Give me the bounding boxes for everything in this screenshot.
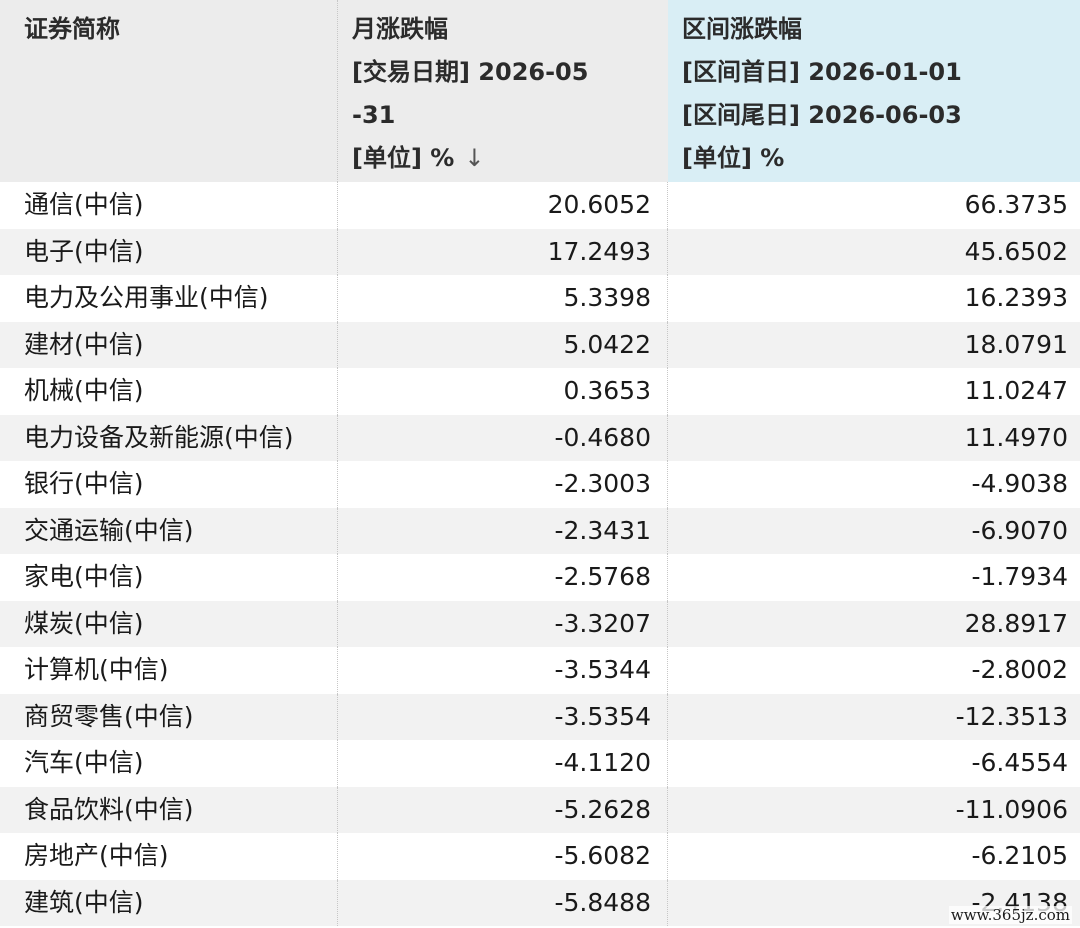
range-change-cell: -12.3513 bbox=[955, 701, 1068, 731]
security-name-cell: 电力及公用事业(中信) bbox=[0, 275, 338, 322]
range-change-cell: 11.0247 bbox=[964, 376, 1068, 405]
table-body: 通信(中信) 20.6052 66.3735 电子(中信) 17.2493 45.6502… bbox=[0, 182, 1080, 926]
range-change-cell: 28.8917 bbox=[964, 608, 1068, 638]
range-change-cell: 66.3735 bbox=[964, 190, 1068, 219]
table-row[interactable]: 建筑(中信) -5.8488 -2.4138 bbox=[0, 879, 1080, 926]
header-trade-date: [交易日期] 2026-05 bbox=[352, 58, 589, 86]
security-name-cell: 电力设备及新能源(中信) bbox=[0, 414, 338, 461]
table-row[interactable]: 商贸零售(中信) -3.5354 -12.3513 bbox=[0, 693, 1080, 740]
table-row[interactable]: 银行(中信) -2.3003 -4.9038 bbox=[0, 461, 1080, 508]
range-change-cell: 18.0791 bbox=[964, 329, 1068, 359]
table-row[interactable]: 交通运输(中信) -2.3431 -6.9070 bbox=[0, 507, 1080, 554]
table-row[interactable]: 电力设备及新能源(中信) -0.4680 11.4970 bbox=[0, 414, 1080, 461]
monthly-change-cell: -5.6082 bbox=[338, 833, 668, 880]
security-name-cell: 食品饮料(中信) bbox=[0, 786, 338, 833]
monthly-change-cell: -2.3003 bbox=[338, 461, 668, 508]
monthly-change-cell: -5.2628 bbox=[338, 786, 668, 833]
header-trade-date-cont: -31 bbox=[352, 101, 396, 129]
header-range-end: [区间尾日] 2026-06-03 bbox=[682, 101, 962, 129]
table-row[interactable]: 食品饮料(中信) -5.2628 -11.0906 bbox=[0, 786, 1080, 833]
security-name-cell: 家电(中信) bbox=[0, 554, 338, 601]
monthly-change-cell: -5.8488 bbox=[338, 879, 668, 926]
monthly-change-cell: 5.0422 bbox=[338, 321, 668, 368]
table-row[interactable]: 家电(中信) -2.5768 -1.7934 bbox=[0, 554, 1080, 601]
monthly-change-cell: -4.1120 bbox=[338, 740, 668, 787]
range-change-cell: 16.2393 bbox=[964, 283, 1068, 312]
header-monthly-change[interactable]: 月涨跌幅 [交易日期] 2026-05 -31 [单位] % ↓ bbox=[338, 0, 668, 182]
security-name-cell: 商贸零售(中信) bbox=[0, 693, 338, 740]
monthly-change-cell: 20.6052 bbox=[338, 182, 668, 229]
security-name-cell: 电子(中信) bbox=[0, 228, 338, 275]
table-row[interactable]: 房地产(中信) -5.6082 -6.2105 bbox=[0, 833, 1080, 880]
range-change-cell: -6.9070 bbox=[971, 515, 1069, 545]
table-row[interactable]: 机械(中信) 0.3653 11.0247 bbox=[0, 368, 1080, 415]
table-header: 证券简称 月涨跌幅 [交易日期] 2026-05 -31 [单位] % ↓ 区间涨… bbox=[0, 0, 1080, 182]
header-label: 月涨跌幅 bbox=[352, 15, 448, 43]
range-change-cell: -6.2105 bbox=[971, 841, 1069, 870]
table-row[interactable]: 计算机(中信) -3.5344 -2.8002 bbox=[0, 647, 1080, 694]
range-change-cell: -4.9038 bbox=[971, 469, 1069, 498]
table-row[interactable]: 建材(中信) 5.0422 18.0791 bbox=[0, 321, 1080, 368]
sort-desc-icon[interactable]: ↓ bbox=[464, 144, 485, 172]
monthly-change-cell: -2.3431 bbox=[338, 507, 668, 554]
range-change-cell: -1.7934 bbox=[971, 562, 1069, 591]
table-row[interactable]: 通信(中信) 20.6052 66.3735 bbox=[0, 182, 1080, 229]
header-security-name[interactable]: 证券简称 bbox=[0, 0, 338, 182]
header-range-change[interactable]: 区间涨跌幅 [区间首日] 2026-01-01 [区间尾日] 2026-06-0… bbox=[668, 0, 1080, 182]
monthly-change-cell: 0.3653 bbox=[338, 368, 668, 415]
table-row[interactable]: 电子(中信) 17.2493 45.6502 bbox=[0, 228, 1080, 275]
security-name-cell: 交通运输(中信) bbox=[0, 507, 338, 554]
security-name-cell: 建材(中信) bbox=[0, 321, 338, 368]
security-name-cell: 计算机(中信) bbox=[0, 647, 338, 694]
range-change-cell: -11.0906 bbox=[955, 794, 1068, 824]
range-change-cell: 45.6502 bbox=[964, 236, 1068, 266]
range-change-cell: -2.8002 bbox=[971, 655, 1069, 684]
monthly-change-cell: 5.3398 bbox=[338, 275, 668, 322]
header-label: 证券简称 bbox=[24, 15, 120, 43]
monthly-change-cell: 17.2493 bbox=[338, 228, 668, 275]
security-name-cell: 机械(中信) bbox=[0, 368, 338, 415]
range-change-cell: 11.4970 bbox=[964, 422, 1068, 452]
security-name-cell: 通信(中信) bbox=[0, 182, 338, 229]
table-row[interactable]: 汽车(中信) -4.1120 -6.4554 bbox=[0, 740, 1080, 787]
monthly-change-cell: -2.5768 bbox=[338, 554, 668, 601]
table-row[interactable]: 电力及公用事业(中信) 5.3398 16.2393 bbox=[0, 275, 1080, 322]
security-name-cell: 煤炭(中信) bbox=[0, 600, 338, 647]
table-row[interactable]: 煤炭(中信) -3.3207 28.8917 bbox=[0, 600, 1080, 647]
header-range-start: [区间首日] 2026-01-01 bbox=[682, 58, 962, 86]
security-name-cell: 汽车(中信) bbox=[0, 740, 338, 787]
security-name-cell: 建筑(中信) bbox=[0, 879, 338, 926]
watermark: www.365jz.com bbox=[948, 906, 1072, 924]
security-name-cell: 房地产(中信) bbox=[0, 833, 338, 880]
header-label: 区间涨跌幅 bbox=[682, 15, 802, 43]
monthly-change-cell: -0.4680 bbox=[338, 414, 668, 461]
monthly-change-cell: -3.3207 bbox=[338, 600, 668, 647]
monthly-change-cell: -3.5344 bbox=[338, 647, 668, 694]
security-name-cell: 银行(中信) bbox=[0, 461, 338, 508]
header-unit: [单位] % bbox=[682, 144, 785, 172]
monthly-change-cell: -3.5354 bbox=[338, 693, 668, 740]
range-change-cell: -6.4554 bbox=[971, 748, 1069, 777]
header-unit: [单位] % ↓ bbox=[352, 144, 485, 172]
